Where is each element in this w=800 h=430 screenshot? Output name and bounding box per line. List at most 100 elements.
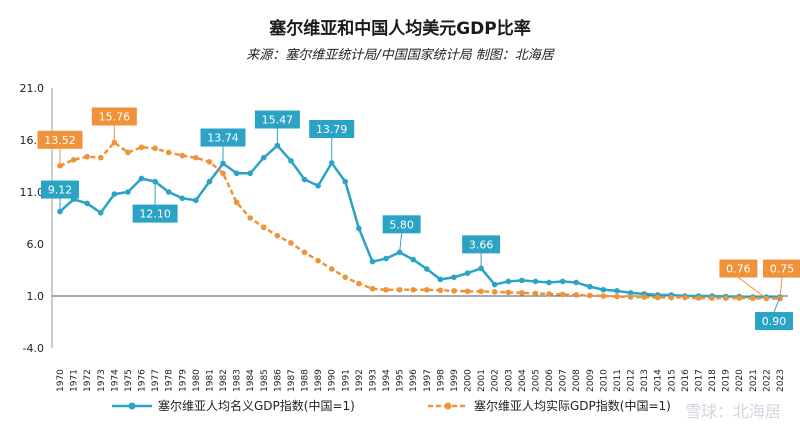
real-data-point: [559, 291, 566, 298]
x-tick-label: 2009: [586, 369, 596, 392]
real-data-point: [138, 144, 145, 151]
real-data-point: [505, 289, 512, 296]
nominal-data-point: [587, 283, 593, 290]
data-label-box: [763, 259, 800, 278]
x-tick-label: 1989: [314, 369, 324, 392]
data-label-box: [91, 107, 137, 126]
data-label-box: [41, 180, 79, 199]
real-data-point: [369, 285, 376, 292]
real-data-point: [722, 295, 729, 301]
x-tick-label: 1993: [368, 369, 378, 392]
legend-nominal-label: 塞尔维亚人均名义GDP指数(中国=1): [158, 398, 355, 413]
x-tick-label: 2017: [694, 369, 704, 392]
real-data-point: [519, 290, 525, 296]
real-data-point: [193, 154, 199, 161]
nominal-data-point: [342, 178, 349, 185]
x-tick-label: 2019: [722, 369, 732, 392]
real-data-point: [70, 156, 77, 163]
nominal-data-point: [451, 274, 457, 281]
real-data-point: [247, 215, 253, 221]
real-data-point: [233, 199, 240, 206]
data-label-leader: [779, 277, 783, 299]
real-data-point: [654, 294, 661, 301]
data-label: 0.75: [770, 263, 795, 276]
nominal-data-point: [206, 178, 213, 185]
real-data-point: [627, 294, 634, 300]
data-label: 5.80: [389, 218, 414, 231]
real-data-point: [736, 295, 743, 301]
nominal-data-point: [247, 170, 253, 177]
x-tick-label: 1998: [436, 369, 446, 392]
nominal-data-point: [423, 266, 430, 272]
real-data-point: [301, 249, 308, 256]
nominal-data-point: [179, 195, 186, 202]
chart-subtitle: 来源：塞尔维亚统计局/中国国家统计局 制图：北海居: [246, 48, 554, 63]
y-tick-label: 21.0: [20, 82, 45, 95]
data-label: 15.47: [262, 114, 294, 127]
x-tick-label: 1985: [260, 369, 270, 392]
data-label-box: [719, 259, 758, 278]
legend-nominal-marker: [128, 402, 136, 410]
nominal-data-point: [233, 170, 240, 177]
x-tick-label: 1970: [56, 369, 66, 392]
real-data-point: [750, 295, 756, 302]
x-tick-label: 1984: [246, 369, 256, 392]
data-label-leader: [773, 296, 781, 313]
x-tick-label: 1971: [70, 369, 80, 392]
chart-title: 塞尔维亚和中国人均美元GDP比率: [269, 19, 531, 39]
real-data-point: [587, 292, 593, 299]
data-label-box: [309, 119, 355, 138]
x-tick-label: 1995: [396, 369, 406, 392]
x-tick-label: 1992: [355, 369, 365, 392]
real-data-point: [288, 240, 294, 246]
nominal-data-point: [84, 200, 90, 207]
nominal-data-point: [600, 286, 607, 293]
nominal-data-point: [369, 258, 376, 265]
nominal-data-point: [546, 279, 552, 286]
data-label-box: [200, 128, 246, 147]
real-data-point: [695, 295, 702, 301]
x-tick-label: 1999: [450, 369, 460, 392]
x-tick-label: 1986: [273, 369, 283, 392]
nominal-data-point: [410, 256, 417, 263]
data-label: 3.66: [469, 238, 494, 251]
nominal-data-point: [260, 154, 267, 161]
watermark-text: 雪球：北海居: [685, 402, 782, 421]
x-tick-label: 1990: [328, 369, 338, 392]
x-tick-label: 2014: [654, 369, 664, 392]
data-label-box: [132, 204, 178, 223]
y-tick-label: 1.0: [27, 290, 45, 303]
data-label-box: [254, 110, 300, 129]
real-data-point: [97, 154, 104, 161]
nominal-data-point: [301, 176, 308, 183]
x-tick-label: 2020: [735, 369, 745, 392]
y-tick-label: 6.0: [27, 238, 45, 251]
real-data-point: [84, 153, 90, 160]
y-tick-label: -4.0: [23, 342, 44, 355]
data-labels: 9.12 13.74 15.47 13.79 5.80 3.66 0.90 12.10 13.5…: [37, 107, 800, 331]
nominal-data-point: [288, 158, 294, 164]
data-label: 13.52: [44, 134, 76, 147]
real-data-point: [641, 294, 647, 300]
real-data-point: [383, 286, 389, 293]
real-data-point: [451, 288, 457, 294]
x-tick-label: 1972: [83, 369, 93, 392]
nominal-data-point: [491, 281, 498, 288]
x-tick-label: 2006: [545, 369, 555, 392]
x-tick-label: 1983: [233, 369, 243, 392]
real-data-point: [546, 291, 552, 297]
x-tick-label: 1979: [178, 369, 188, 392]
data-label: 13.74: [207, 132, 239, 145]
nominal-data-point: [111, 191, 118, 197]
x-tick-label: 1997: [423, 369, 433, 392]
x-tick-label: 1994: [382, 369, 392, 392]
nominal-data-point: [138, 175, 145, 182]
real-data-point: [356, 280, 362, 287]
real-data-point: [206, 159, 213, 165]
real-data-point: [152, 145, 158, 152]
nominal-data-point: [573, 279, 580, 286]
data-label-leader: [738, 277, 767, 299]
nominal-data-point: [315, 182, 321, 189]
real-data-point: [709, 295, 715, 301]
real-data-point: [423, 286, 430, 293]
